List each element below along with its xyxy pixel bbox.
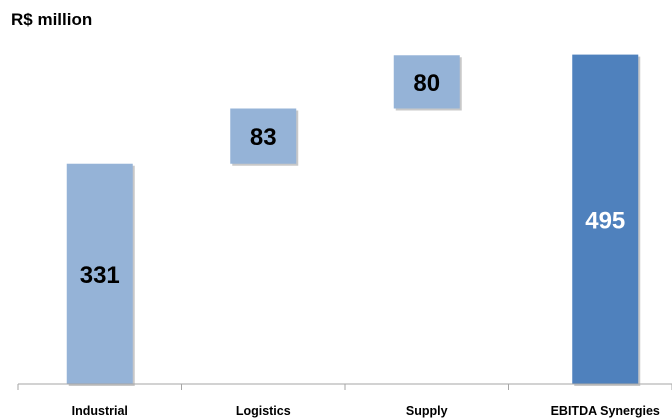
data-label: 80 xyxy=(413,70,440,97)
data-label: 331 xyxy=(80,262,120,289)
bar-step xyxy=(230,108,297,164)
data-label: 83 xyxy=(250,124,277,151)
category-label: Logistics xyxy=(236,404,291,418)
bar-step xyxy=(66,163,133,384)
x-axis xyxy=(17,383,672,390)
category-label: Supply xyxy=(406,404,448,418)
bar-step xyxy=(393,55,460,109)
labels: 331 Industrial 83 Logistics 80 Supply 495 EBITD… xyxy=(72,70,660,418)
category-label: Industrial xyxy=(72,404,128,418)
category-label: EBITDA Synergies xyxy=(551,404,660,418)
data-label: 495 xyxy=(585,207,625,234)
bars xyxy=(66,54,641,386)
unit-label: R$ million xyxy=(11,10,93,29)
bar-total xyxy=(572,54,639,384)
